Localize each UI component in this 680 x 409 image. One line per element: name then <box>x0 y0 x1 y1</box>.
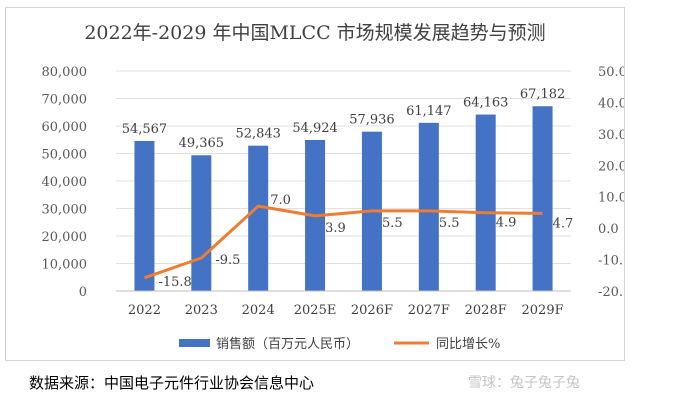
left-tick-label: 20,000 <box>42 230 88 245</box>
growth-value-label: -15.8 <box>158 275 191 290</box>
bar <box>134 140 155 291</box>
growth-value-label: 5.5 <box>382 216 403 231</box>
category-label: 2023 <box>185 303 218 318</box>
bar-value-label: 54,567 <box>122 122 168 137</box>
category-label: 2024 <box>242 303 275 318</box>
source-note: 数据来源：中国电子元件行业协会信息中心 <box>29 374 315 392</box>
growth-line: -15.8 -9.5 7.0 3.9 5.5 5.5 4.9 4.7 <box>143 193 574 290</box>
left-axis: 0 10,000 20,000 30,000 40,000 50,000 60,000 70,… <box>42 65 88 300</box>
growth-value-label: -9.5 <box>215 253 240 268</box>
x-axis: 2022 2023 2024 2025E 2026F 2027F 2028F 2029F <box>116 290 571 318</box>
left-tick-label: 0 <box>79 285 87 300</box>
growth-line-path <box>143 204 543 280</box>
bar <box>532 106 553 291</box>
left-tick-label: 30,000 <box>42 203 88 218</box>
right-tick-label: 20.0 <box>598 159 624 174</box>
right-tick-label: 0.0 <box>598 222 619 237</box>
bar <box>191 155 212 291</box>
growth-value-label: 4.9 <box>496 216 517 231</box>
left-tick-label: 50,000 <box>42 148 88 163</box>
bar-value-label: 57,936 <box>349 113 395 128</box>
watermark: 雪球：兔子兔子兔 <box>468 375 580 391</box>
legend: 销售额（百万元人民币） 同比增长% <box>179 336 500 352</box>
bar-value-label: 54,924 <box>292 121 338 136</box>
bar <box>418 122 439 291</box>
bar-value-label: 61,147 <box>406 104 452 119</box>
bar-value-label: 52,843 <box>235 127 281 142</box>
legend-label-growth: 同比增长% <box>436 337 500 352</box>
category-label: 2025E <box>294 303 337 318</box>
bar <box>475 114 496 291</box>
growth-value-label: 3.9 <box>325 221 346 236</box>
bar-value-label: 49,365 <box>179 136 225 151</box>
right-tick-label: 10.0 <box>598 191 624 206</box>
right-tick-label: 40.0 <box>598 96 624 111</box>
category-label: 2027F <box>408 303 450 318</box>
category-label: 2026F <box>351 303 393 318</box>
right-tick-label: -20.0 <box>598 285 624 300</box>
bar-value-label: 64,163 <box>463 96 509 111</box>
bar <box>248 145 269 291</box>
legend-label-sales: 销售额（百万元人民币） <box>216 336 359 352</box>
chart-svg: 2022年-2029 年中国MLCC 市场规模发展趋势与预测 0 10,000 20… <box>42 22 632 352</box>
left-tick-label: 10,000 <box>42 258 88 273</box>
left-tick-label: 70,000 <box>42 93 88 108</box>
left-tick-label: 80,000 <box>42 65 88 80</box>
category-label: 2029F <box>522 303 564 318</box>
right-tick-label: -10.0 <box>598 254 624 269</box>
right-tick-label: 30.0 <box>598 128 624 143</box>
left-tick-label: 40,000 <box>42 175 88 190</box>
category-label: 2022 <box>128 303 161 318</box>
bar-value-label: 67,182 <box>520 87 566 102</box>
bars: 54,567 49,365 52,843 54,924 57,936 61,147 64,1… <box>122 87 566 291</box>
legend-swatch-sales <box>179 339 210 347</box>
chart-title: 2022年-2029 年中国MLCC 市场规模发展趋势与预测 <box>84 22 545 44</box>
growth-value-label: 4.7 <box>553 216 574 231</box>
chart-frame: 2022年-2029 年中国MLCC 市场规模发展趋势与预测 0 10,000 20… <box>5 7 632 361</box>
growth-value-label: 5.5 <box>439 216 460 231</box>
category-label: 2028F <box>465 303 507 318</box>
right-tick-label: 50.0 <box>598 65 624 80</box>
left-tick-label: 60,000 <box>42 120 88 135</box>
growth-value-label: 7.0 <box>270 193 291 208</box>
right-axis: -20.0 -10.0 0.0 10.0 20.0 30.0 40.0 50.0 <box>598 65 631 300</box>
